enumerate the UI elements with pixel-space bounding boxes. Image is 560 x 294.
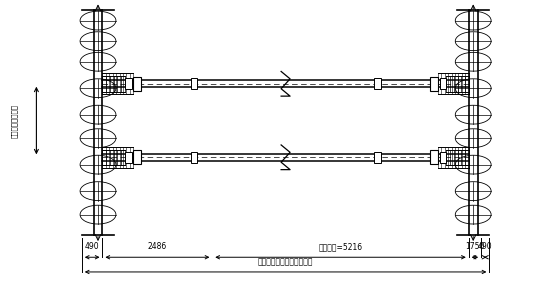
Text: 2486: 2486 xyxy=(148,242,167,251)
Bar xyxy=(190,78,197,89)
Circle shape xyxy=(455,79,491,98)
Text: 490: 490 xyxy=(85,242,100,251)
Circle shape xyxy=(455,52,491,71)
Circle shape xyxy=(80,52,116,71)
Circle shape xyxy=(455,105,491,124)
Circle shape xyxy=(455,155,491,174)
Circle shape xyxy=(455,32,491,51)
Text: 支撑长度=5216: 支撑长度=5216 xyxy=(319,242,362,251)
Bar xyxy=(430,150,438,164)
Text: 支撑架长度（按设计长度）: 支撑架长度（按设计长度） xyxy=(258,257,314,266)
Bar xyxy=(125,78,132,89)
Bar xyxy=(440,152,446,163)
Circle shape xyxy=(80,79,116,98)
Bar xyxy=(374,152,381,163)
Circle shape xyxy=(80,182,116,201)
Circle shape xyxy=(80,205,116,224)
Circle shape xyxy=(455,205,491,224)
Circle shape xyxy=(455,182,491,201)
Bar xyxy=(190,152,197,163)
Bar xyxy=(133,77,141,91)
Text: 1750: 1750 xyxy=(465,242,484,251)
Circle shape xyxy=(80,105,116,124)
Text: 490: 490 xyxy=(478,242,492,251)
Bar xyxy=(125,152,132,163)
Text: 支撑构造见平面图: 支撑构造见平面图 xyxy=(11,103,17,138)
Circle shape xyxy=(455,129,491,148)
Bar xyxy=(374,78,381,89)
Circle shape xyxy=(80,155,116,174)
Bar xyxy=(440,78,446,89)
Circle shape xyxy=(80,32,116,51)
Bar xyxy=(133,150,141,164)
Circle shape xyxy=(455,11,491,30)
Circle shape xyxy=(80,11,116,30)
Bar xyxy=(430,77,438,91)
Circle shape xyxy=(80,129,116,148)
